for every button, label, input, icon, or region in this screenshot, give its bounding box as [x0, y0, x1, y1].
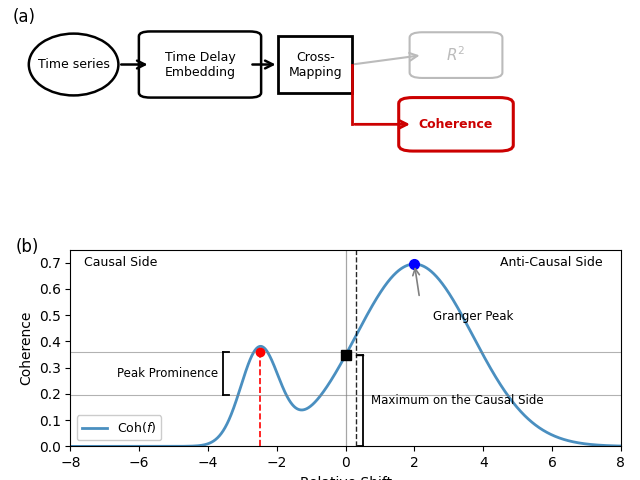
Text: Anti-Causal Side: Anti-Causal Side: [500, 256, 603, 269]
Text: Granger Peak: Granger Peak: [433, 310, 514, 323]
Y-axis label: Coherence: Coherence: [19, 311, 33, 385]
Text: Peak Prominence: Peak Prominence: [117, 367, 218, 380]
Text: Cross-
Mapping: Cross- Mapping: [289, 50, 342, 79]
Text: Time series: Time series: [38, 58, 109, 71]
Text: Causal Side: Causal Side: [84, 256, 157, 269]
Text: (b): (b): [15, 238, 39, 256]
Text: Time Delay
Embedding: Time Delay Embedding: [164, 50, 236, 79]
FancyBboxPatch shape: [278, 36, 352, 93]
Text: Coherence: Coherence: [419, 118, 493, 131]
Text: (a): (a): [13, 8, 36, 26]
FancyBboxPatch shape: [399, 97, 513, 151]
X-axis label: Relative Shift: Relative Shift: [300, 476, 392, 480]
Text: $R^2$: $R^2$: [446, 46, 466, 64]
FancyBboxPatch shape: [139, 32, 261, 97]
Ellipse shape: [29, 34, 118, 96]
Legend: Coh($f$): Coh($f$): [77, 415, 161, 440]
Text: Maximum on the Causal Side: Maximum on the Causal Side: [371, 394, 544, 407]
FancyBboxPatch shape: [410, 32, 502, 78]
